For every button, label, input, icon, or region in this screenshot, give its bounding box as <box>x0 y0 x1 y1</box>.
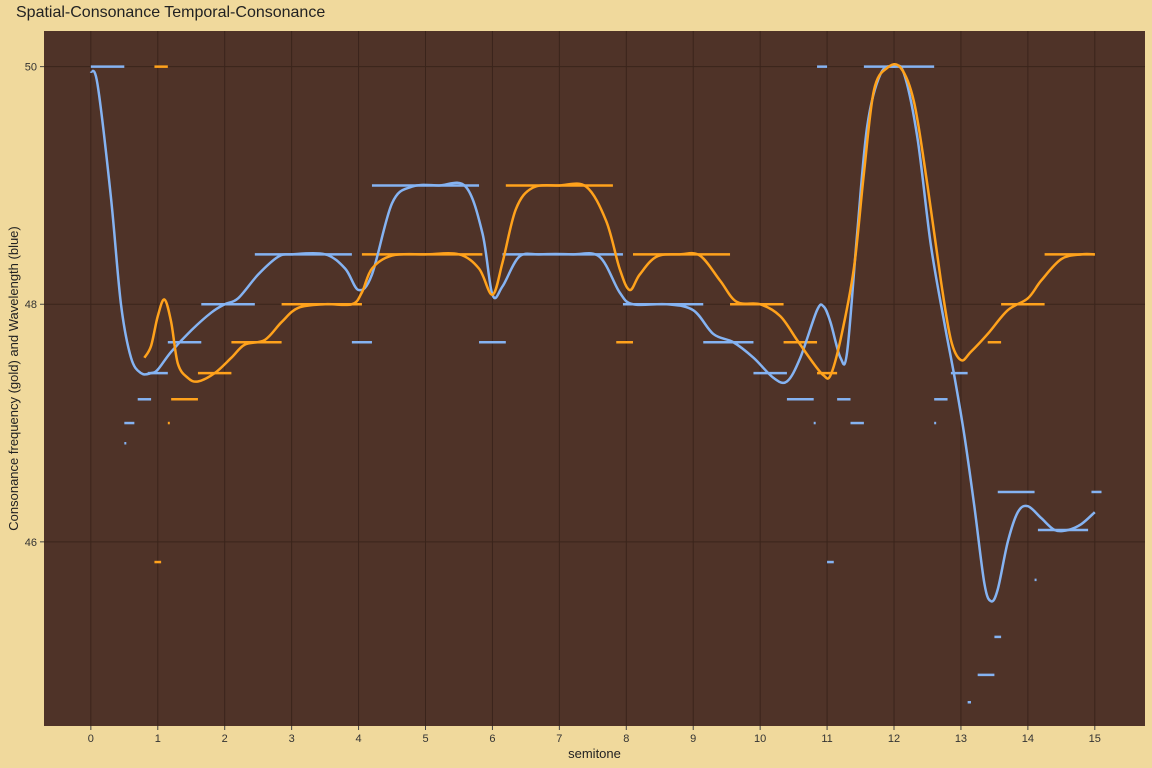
plot-panel <box>44 31 1145 726</box>
chart-title: Spatial-Consonance Temporal-Consonance <box>16 4 326 21</box>
y-axis-title: Consonance frequency (gold) and Waveleng… <box>6 226 21 530</box>
series-layer <box>89 63 1096 603</box>
x-tick-label: 4 <box>356 733 362 745</box>
x-tick-label: 10 <box>754 733 766 745</box>
x-tick-label: 5 <box>422 733 428 745</box>
x-axis-title: semitone <box>568 746 621 761</box>
x-tick-label: 1 <box>155 733 161 745</box>
x-tick-label: 0 <box>88 733 94 745</box>
x-tick-label: 2 <box>222 733 228 745</box>
series-line-gold <box>143 63 1095 383</box>
y-tick-label: 50 <box>25 62 37 74</box>
x-tick-label: 15 <box>1089 733 1101 745</box>
x-tick-label: 11 <box>821 733 832 745</box>
y-tick-label: 46 <box>25 537 37 549</box>
x-tick-label: 12 <box>888 733 900 745</box>
series-line-blue <box>89 64 1096 603</box>
y-tick-label: 48 <box>25 299 37 311</box>
x-tick-label: 14 <box>1022 733 1034 745</box>
x-tick-label: 7 <box>556 733 562 745</box>
x-tick-label: 3 <box>289 733 295 745</box>
x-tick-label: 8 <box>623 733 629 745</box>
x-tick-label: 6 <box>489 733 495 745</box>
x-tick-label: 13 <box>955 733 967 745</box>
grid-layer <box>44 31 1145 726</box>
x-tick-label: 9 <box>690 733 696 745</box>
